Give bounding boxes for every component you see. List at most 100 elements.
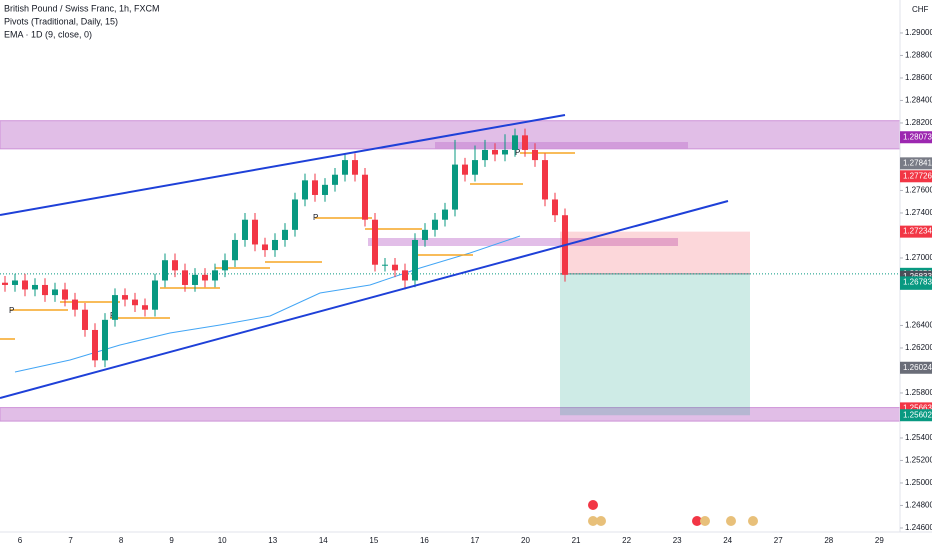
zone [0,407,901,422]
ema-line [14,235,521,373]
candle-body [42,284,48,296]
x-tick-label: 27 [774,536,783,545]
candle-body [152,280,158,310]
drawn-box [368,238,678,246]
candle-body [372,219,378,265]
y-tick-label: 1.25000 [905,478,932,487]
axis-unit: CHF [912,5,929,14]
price-label: 1.27234 [903,227,932,236]
price-label: 1.28073 [903,132,932,141]
candle-body [312,180,318,195]
target-zone [560,273,750,416]
candle-body [492,149,498,155]
y-tick-label: 1.25800 [905,388,932,397]
candle-body [332,174,338,185]
x-tick-label: 15 [369,536,378,545]
price-label-box [900,157,932,170]
candle-body [552,199,558,216]
candle-body [442,209,448,220]
candle-body [382,264,388,266]
candle-body [542,160,548,200]
y-tick-label: 1.29000 [905,28,932,37]
candle-body [362,174,368,220]
chart-title: British Pound / Swiss Franc, 1h, FXCM [4,3,160,13]
candle-body [112,295,118,320]
y-tick-label: 1.28600 [905,73,932,82]
candle-body [302,180,308,200]
candle-body [402,270,408,281]
indicator-label: Pivots (Traditional, Daily, 15) [4,16,118,26]
y-tick-label: 1.25200 [905,456,932,465]
x-tick-label: 14 [319,536,328,545]
candle-body [472,160,478,175]
y-tick-label: 1.28200 [905,118,932,127]
trend-line [0,200,729,399]
price-label: 1.26783 [903,277,932,286]
candle-body [102,319,108,361]
x-tick-label: 28 [824,536,833,545]
candle-body [192,274,198,285]
candle-body [202,274,208,281]
candle-body [82,309,88,330]
candle-body [2,282,8,285]
x-tick-label: 10 [218,536,227,545]
candle-body [262,244,268,251]
x-tick-label: 21 [572,536,581,545]
price-label: 1.25602 [903,410,932,419]
x-tick-label: 17 [470,536,479,545]
price-label-box [900,225,932,238]
candle-body [522,135,528,150]
candle-body [222,260,228,271]
y-tick-label: 1.27400 [905,208,932,217]
x-tick-label: 6 [18,536,23,545]
price-label-box [900,131,932,144]
y-tick-label: 1.26200 [905,343,932,352]
x-tick-label: 9 [169,536,174,545]
price-label-box [900,361,932,374]
x-tick-label: 8 [119,536,124,545]
x-tick-label: 23 [673,536,682,545]
y-tick-label: 1.27000 [905,253,932,262]
event-icons [588,500,758,526]
price-label-box [900,276,932,289]
candle-body [92,329,98,361]
price-label: 1.26024 [903,363,932,372]
x-tick-label: 13 [268,536,277,545]
candle-body [122,295,128,300]
y-tick-label: 1.24800 [905,501,932,510]
candle-body [422,229,428,240]
candle-body [292,199,298,230]
candle-body [182,270,188,285]
x-tick-label: 29 [875,536,884,545]
y-tick-label: 1.26400 [905,321,932,330]
x-tick-label: 16 [420,536,429,545]
y-tick-label: 1.25400 [905,433,932,442]
x-tick-label: 22 [622,536,631,545]
candle-body [532,149,538,161]
candle-body [232,239,238,261]
pivot-p-labels: PPP PP [9,148,520,320]
price-label: 1.25663 [903,403,932,412]
candle-body [32,284,38,290]
price-label: 1.26833 [903,272,932,281]
candle-body [282,229,288,240]
candle-body [342,160,348,175]
candle-body [512,135,518,150]
y-tick-label: 1.24600 [905,523,932,532]
candle-body [352,160,358,175]
x-tick-label: 24 [723,536,732,545]
candle-body [392,264,398,271]
candle-body [272,239,278,251]
candle-body [462,164,468,175]
price-label: 1.27726 [903,171,932,180]
candle-body [132,299,138,306]
candle-body [212,270,218,281]
price-label-box [900,409,932,422]
candle-body [22,280,28,290]
y-tick-label: 1.27600 [905,186,932,195]
candle-body [242,219,248,240]
candle-body [432,219,438,230]
drawn-box [435,142,688,149]
